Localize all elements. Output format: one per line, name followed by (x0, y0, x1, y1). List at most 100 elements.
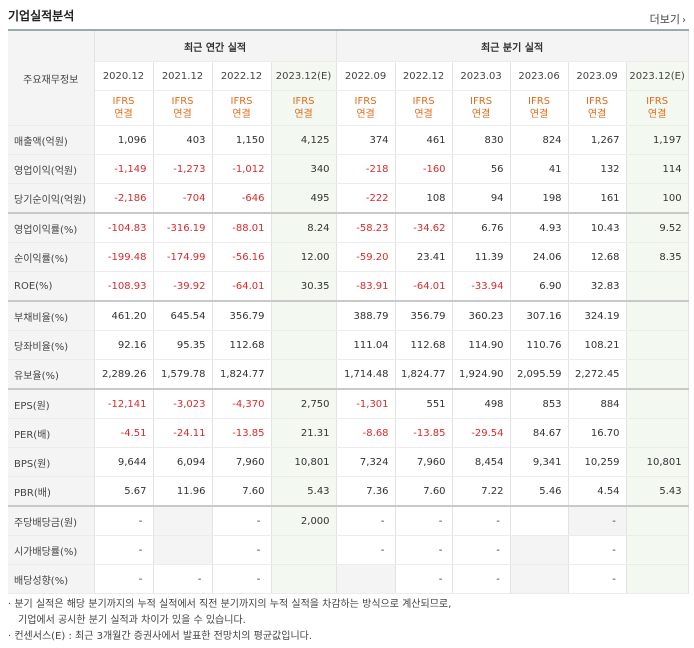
table-cell: -2,186 (94, 183, 154, 214)
table-cell: 2,289.26 (94, 359, 154, 390)
row-label: 시가배당률(%) (8, 535, 95, 565)
section-title: 기업실적분석 (8, 9, 75, 23)
table-cell: 360.23 (452, 300, 511, 331)
table-cell: - (452, 535, 511, 565)
ifrs-bottom: 연결 (414, 109, 433, 120)
table-cell: 24.06 (510, 242, 569, 272)
table-cell: 10,801 (626, 447, 689, 477)
table-cell: -13.85 (212, 418, 272, 448)
table-cell: -108.93 (94, 271, 154, 302)
ifrs-bottom: 연결 (529, 109, 549, 120)
table-cell (335, 564, 396, 594)
notes: · 분기 실적은 해당 분기까지의 누적 실적에서 직전 분기까지의 누적 실적… (8, 597, 688, 645)
table-cell (626, 359, 689, 390)
ifrs-top: IFRS (112, 96, 135, 107)
table-cell: - (212, 535, 272, 565)
table-cell: -39.92 (153, 271, 213, 302)
table-cell: 114.90 (452, 330, 511, 360)
table-cell: 108 (395, 183, 453, 214)
note-2: 기업에서 공시한 분기 실적과 차이가 있을 수 있습니다. (18, 615, 246, 626)
table-cell: -88.01 (212, 212, 272, 243)
table-cell: 6,094 (153, 447, 213, 477)
ifrs-top: IFRS (586, 96, 609, 107)
table-cell: - (568, 505, 627, 536)
table-cell: -3,023 (153, 388, 213, 419)
table-cell: 356.79 (212, 300, 272, 331)
table-row: PBR(배) 5.67 11.96 7.60 5.43 7.36 7.60 7.22 5.46 4… (8, 476, 689, 507)
financial-table: 주요재무정보 최근 연간 실적 최근 분기 실적 2020.12 2021.12 2… (8, 29, 689, 594)
table-cell: 100 (626, 183, 689, 214)
table-cell: - (452, 564, 511, 594)
table-cell: -4,370 (212, 388, 272, 419)
table-cell: 2,272.45 (568, 359, 627, 390)
table-cell (626, 505, 689, 536)
table-cell: 84.67 (510, 418, 569, 448)
table-cell: -58.23 (335, 212, 396, 243)
table-cell: 95.35 (153, 330, 213, 360)
ifrs-label: IFRS 연결 (271, 90, 337, 126)
table-cell: 112.68 (395, 330, 453, 360)
table-cell: -34.62 (395, 212, 453, 243)
table-cell: 824 (510, 125, 569, 155)
table-cell: - (395, 564, 453, 594)
table-cell: 5.46 (510, 476, 569, 507)
table-cell: 4,125 (271, 125, 337, 155)
table-cell: 112.68 (212, 330, 272, 360)
table-cell: 11.39 (452, 242, 511, 272)
table-cell: -160 (395, 154, 453, 184)
table-cell: 10,259 (568, 447, 627, 477)
table-cell: -1,012 (212, 154, 272, 184)
table-cell (271, 535, 337, 565)
table-cell (626, 300, 689, 331)
table-cell (626, 535, 689, 565)
ifrs-label: IFRS 연결 (335, 90, 396, 126)
quarter-header: 최근 분기 실적 (335, 29, 689, 62)
row-label: ROE(%) (8, 271, 95, 302)
table-cell (626, 564, 689, 594)
row-label: 유보율(%) (8, 359, 95, 390)
more-link[interactable]: 더보기 › (650, 11, 686, 27)
table-cell: 161 (568, 183, 627, 214)
table-cell: - (335, 505, 396, 536)
table-cell: - (395, 535, 453, 565)
row-label: 배당성향(%) (8, 564, 95, 594)
table-cell: 8,454 (452, 447, 511, 477)
table-cell: 9,341 (510, 447, 569, 477)
table-cell: 30.35 (271, 271, 337, 302)
table-cell: 94 (452, 183, 511, 214)
table-cell: 6.90 (510, 271, 569, 302)
period-header: 2023.03 (452, 61, 511, 91)
table-cell: - (212, 505, 272, 536)
table-cell: 108.21 (568, 330, 627, 360)
table-row: 부채비율(%) 461.20 645.54 356.79 388.79 356.79 360… (8, 300, 689, 331)
table-row: 주당배당금(원) - -2,000- - - - (8, 505, 689, 536)
table-row: PER(배) -4.51 -24.11 -13.85 21.31 -8.68 -13.85-… (8, 418, 689, 448)
ifrs-label: IFRS 연결 (626, 90, 689, 126)
table-cell: 7,960 (212, 447, 272, 477)
period-header: 2020.12 (94, 61, 154, 91)
table-cell: 110.76 (510, 330, 569, 360)
table-cell: 5.67 (94, 476, 154, 507)
ifrs-bottom: 연결 (647, 109, 667, 120)
table-cell: 7,324 (335, 447, 396, 477)
row-label: 부채비율(%) (8, 300, 95, 331)
table-row: 영업이익(억원) -1,149 -1,273 -1,012 340 -218 -160 56 4… (8, 154, 689, 184)
table-cell: 9,644 (94, 447, 154, 477)
table-cell (153, 535, 213, 565)
table-cell: 461 (395, 125, 453, 155)
ifrs-label: IFRS 연결 (510, 90, 569, 126)
table-cell: - (153, 564, 213, 594)
chevron-right-icon: › (682, 15, 686, 26)
table-cell: 198 (510, 183, 569, 214)
ifrs-bottom: 연결 (232, 109, 251, 120)
table-cell: -1,301 (335, 388, 396, 419)
ifrs-top: IFRS (354, 96, 377, 107)
ifrs-bottom: 연결 (587, 109, 607, 120)
table-row: 매출액(억원) 1,096 403 1,150 4,125 374 461 830 824 1,2… (8, 125, 689, 155)
table-cell (271, 359, 337, 390)
table-cell: 7.36 (335, 476, 396, 507)
table-cell: 495 (271, 183, 337, 214)
table-cell (271, 300, 337, 331)
table-row: 순이익률(%) -199.48 -174.99 -56.16 12.00 -59.20 23… (8, 242, 689, 272)
table-cell (510, 535, 569, 565)
